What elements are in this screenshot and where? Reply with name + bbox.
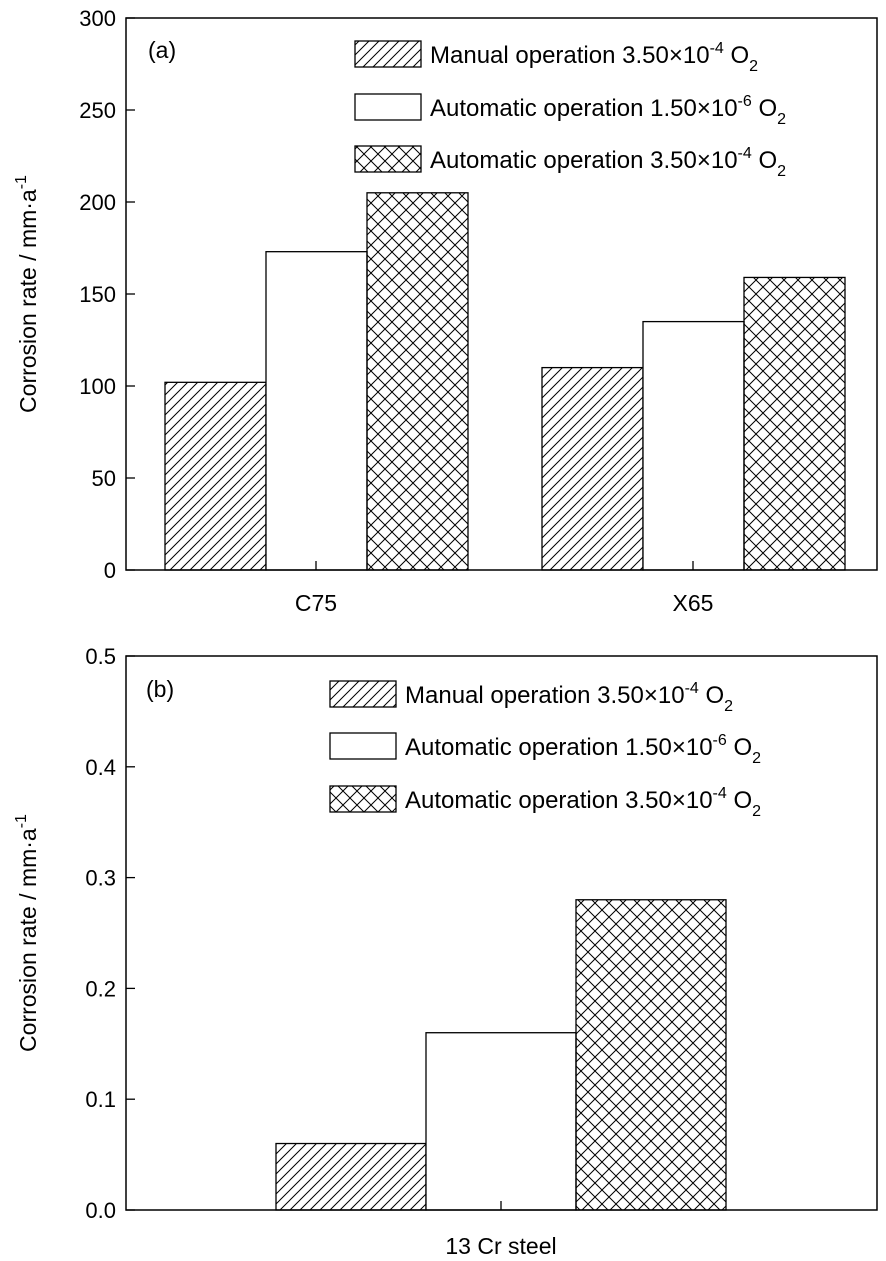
legend-swatch-2: [354, 93, 422, 121]
y-tick-label: 200: [79, 190, 116, 215]
legend-swatch-3: [354, 145, 422, 173]
bars-group-a: [164, 192, 846, 571]
y-tick-label: 0: [104, 558, 116, 583]
y-tick-label: 50: [92, 466, 116, 491]
legend-swatch-2: [329, 732, 397, 760]
legend-label-3: Automatic operation 3.50×10-4 O2: [430, 145, 786, 180]
panel-label-b: (b): [146, 676, 174, 702]
y-tick-label: 150: [79, 282, 116, 307]
legend-a: Manual operation 3.50×10-4 O2 Automatic o…: [354, 40, 786, 180]
legend-swatch-1: [354, 40, 422, 68]
legend-label-3: Automatic operation 3.50×10-4 O2: [405, 785, 761, 820]
bar-x65-series-1: [541, 366, 644, 571]
chart-panel-a: 0 50 100 150 200 250 300 C75 X65 (a) Corrosion …: [13, 6, 878, 616]
y-tick-label: 250: [79, 98, 116, 123]
bar-c75-series-2: [265, 251, 368, 571]
chart-panel-b: 0.0 0.1 0.2 0.3 0.4 0.5 13 Cr steel (b) Corro…: [13, 644, 878, 1259]
bar-13-cr-steel-series-2: [425, 1032, 577, 1211]
x-ticks-a: C75 X65: [295, 561, 714, 616]
x-category-label: 13 Cr steel: [445, 1233, 556, 1259]
bar-13-cr-steel-series-3: [575, 899, 727, 1211]
y-axis-title-a: Corrosion rate / mm·a-1: [13, 175, 41, 413]
legend-b: Manual operation 3.50×10-4 O2 Automatic o…: [329, 680, 761, 820]
y-tick-label: 100: [79, 374, 116, 399]
y-tick-label: 0.1: [85, 1087, 116, 1112]
bar-c75-series-1: [164, 381, 267, 571]
bar-x65-series-3: [743, 276, 846, 571]
bar-x65-series-2: [642, 320, 745, 571]
x-category-label: C75: [295, 590, 337, 616]
y-axis-title-b: Corrosion rate / mm·a-1: [13, 814, 41, 1052]
legend-label-1: Manual operation 3.50×10-4 O2: [430, 40, 758, 75]
bars-group-b: [275, 899, 727, 1211]
y-tick-label: 0.3: [85, 866, 116, 891]
x-ticks-b: 13 Cr steel: [445, 1201, 557, 1259]
panel-label-a: (a): [148, 37, 176, 63]
y-ticks-a: 0 50 100 150 200 250 300: [79, 6, 135, 583]
legend-swatch-3: [329, 785, 397, 813]
y-tick-label: 300: [79, 6, 116, 31]
y-tick-label: 0.4: [85, 755, 116, 780]
bar-c75-series-3: [366, 192, 469, 571]
legend-swatch-1: [329, 680, 397, 708]
legend-label-2: Automatic operation 1.50×10-6 O2: [430, 93, 786, 128]
y-tick-label: 0.5: [85, 644, 116, 669]
bar-13-cr-steel-series-1: [275, 1142, 427, 1211]
legend-label-2: Automatic operation 1.50×10-6 O2: [405, 732, 761, 767]
legend-label-1: Manual operation 3.50×10-4 O2: [405, 680, 733, 715]
x-category-label: X65: [673, 590, 714, 616]
y-tick-label: 0.2: [85, 976, 116, 1001]
y-ticks-b: 0.0 0.1 0.2 0.3 0.4 0.5: [85, 644, 135, 1223]
y-tick-label: 0.0: [85, 1198, 116, 1223]
